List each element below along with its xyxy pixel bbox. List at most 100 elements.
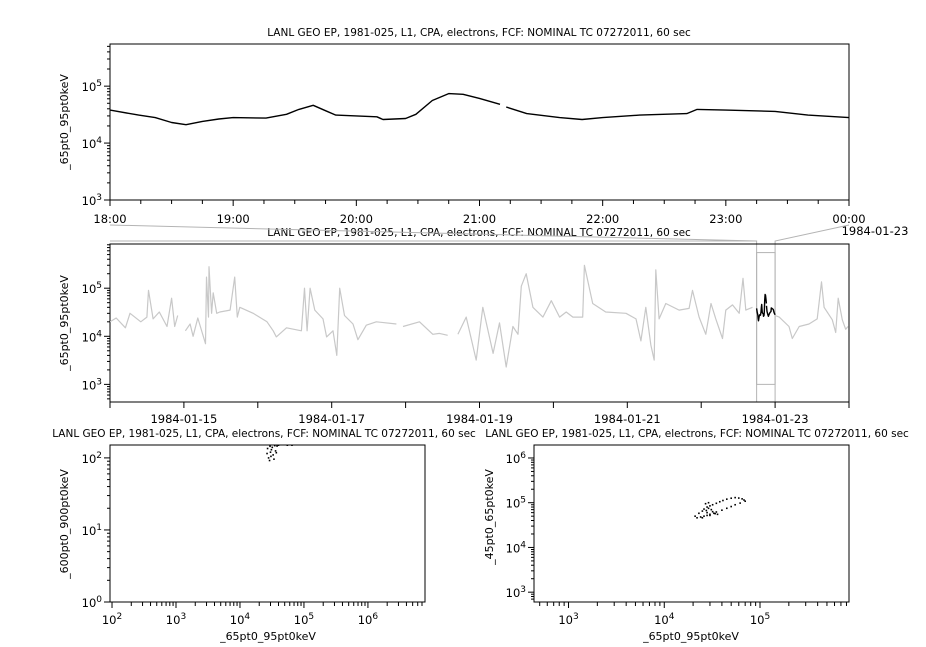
scatter-point	[272, 454, 274, 456]
scatter-point	[706, 514, 708, 517]
tick-base: 10	[102, 613, 117, 627]
scatter-point	[703, 515, 705, 517]
scatter-point	[741, 498, 743, 500]
scatter-point	[734, 503, 736, 506]
tick-base: 10	[506, 541, 521, 555]
x-axis-label: _65pt0_95pt0keV	[219, 630, 316, 643]
plot-area	[110, 264, 849, 368]
panel-scatter-left: LANL GEO EP, 1981-025, L1, CPA, electron…	[52, 428, 476, 643]
tick-exponent: 5	[308, 612, 314, 622]
tick-base: 10	[294, 613, 309, 627]
panel-scatter-right: LANL GEO EP, 1981-025, L1, CPA, electron…	[483, 428, 909, 643]
y-axis-label: _45pt0_65pt0keV	[483, 469, 496, 566]
plot-frame	[109, 444, 426, 603]
scatter-point	[714, 512, 716, 515]
context-series-line	[110, 289, 179, 329]
chart-title: LANL GEO EP, 1981-025, L1, CPA, electron…	[267, 227, 691, 239]
tick-exponent: 4	[96, 329, 102, 339]
scatter-point	[726, 498, 728, 500]
tick-exponent: 5	[96, 281, 102, 291]
tick-exponent: 3	[573, 612, 579, 622]
x-tick-label: 104	[654, 612, 675, 627]
y-tick-label: 105	[82, 79, 102, 94]
y-tick-label: 103	[82, 193, 102, 208]
scatter-point	[704, 502, 707, 505]
plot-frame	[533, 444, 850, 603]
scatter-point	[730, 497, 732, 500]
x-tick-label: 00:00	[832, 212, 865, 226]
scatter-point	[730, 505, 732, 508]
context-series-line	[184, 266, 397, 356]
tick-exponent: 5	[520, 496, 526, 506]
x-tick-label: 103	[558, 612, 578, 627]
x-tick-label: 22:00	[586, 212, 619, 226]
x-axis-label: _65pt0_95pt0keV	[642, 630, 739, 643]
x-tick-label: 1984-01-21	[594, 412, 661, 426]
tick-base: 10	[506, 452, 521, 466]
y-tick-label: 105	[82, 281, 102, 296]
plot-frame	[109, 243, 850, 403]
y-tick-label: 105	[506, 496, 526, 511]
y-tick-label: 103	[506, 585, 526, 600]
scatter-point	[273, 458, 275, 460]
plot-area	[694, 496, 746, 519]
scatter-point	[698, 512, 700, 515]
scatter-point	[274, 450, 277, 452]
scatter-point	[266, 452, 268, 455]
y-axis-label: _600pt0_900pt0keV	[58, 469, 71, 580]
tick-base: 10	[82, 330, 97, 344]
scatter-point	[268, 459, 271, 462]
scatter-point	[705, 509, 708, 512]
tick-exponent: 2	[96, 451, 102, 461]
tick-exponent: 4	[669, 612, 675, 622]
scatter-point	[286, 445, 289, 447]
tick-exponent: 6	[520, 451, 526, 461]
tick-base: 10	[82, 282, 97, 296]
tick-exponent: 4	[520, 540, 526, 550]
x-tick-label: 105	[750, 612, 770, 627]
scatter-point	[744, 500, 746, 503]
data-series-line	[110, 92, 501, 126]
tick-base: 10	[654, 613, 669, 627]
chart-title: LANL GEO EP, 1981-025, L1, CPA, electron…	[485, 428, 909, 440]
scatter-point	[743, 499, 745, 501]
scatter-point	[269, 445, 271, 448]
y-tick-label: 100	[82, 595, 103, 610]
scatter-point	[709, 513, 711, 516]
zoom-connector-left	[109, 224, 758, 402]
scatter-point	[706, 511, 708, 514]
tick-base: 10	[82, 524, 97, 538]
x-tick-label: 106	[358, 612, 379, 627]
x-tick-label: 104	[230, 612, 251, 627]
scatter-point	[270, 448, 273, 451]
tick-base: 10	[506, 586, 521, 600]
panel-overview: LANL GEO EP, 1981-025, L1, CPA, electron…	[58, 224, 850, 426]
tick-base: 10	[558, 613, 573, 627]
tick-exponent: 5	[764, 612, 770, 622]
scatter-point	[270, 455, 272, 458]
scatter-point	[699, 516, 702, 518]
y-tick-label: 103	[82, 377, 102, 392]
y-tick-label: 104	[82, 136, 103, 151]
y-tick-label: 104	[506, 540, 527, 555]
tick-exponent: 3	[96, 193, 102, 203]
scatter-point	[694, 515, 696, 517]
plot-area	[110, 92, 849, 126]
scatter-point	[271, 446, 274, 449]
data-series-line	[755, 293, 768, 322]
scatter-point	[710, 508, 713, 511]
context-series-line	[774, 281, 849, 340]
x-tick-label: 18:00	[93, 212, 126, 226]
x-tick-label: 19:00	[217, 212, 250, 226]
scatter-point	[277, 445, 280, 447]
y-axis-label: _65pt0_95pt0keV	[58, 74, 71, 171]
scatter-point	[269, 451, 272, 453]
scatter-point	[273, 445, 276, 447]
zoom-connector-right	[774, 224, 850, 402]
tick-base: 10	[82, 596, 97, 610]
scatter-point	[721, 509, 723, 511]
chart-title: LANL GEO EP, 1981-025, L1, CPA, electron…	[52, 428, 476, 440]
tick-base: 10	[82, 194, 97, 208]
